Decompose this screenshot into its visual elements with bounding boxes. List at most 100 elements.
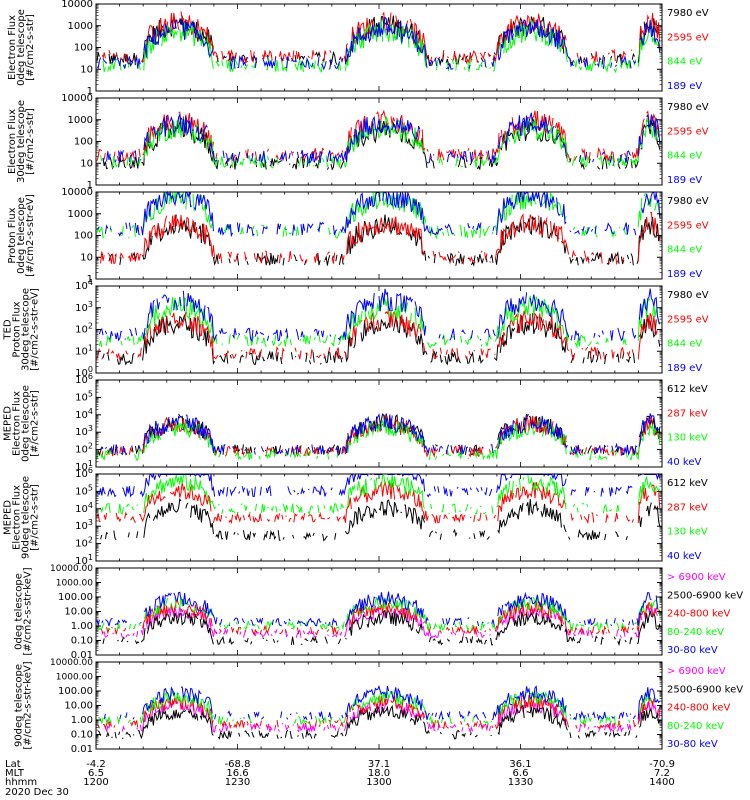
y-tick-label: 0.01 (71, 744, 93, 755)
legend-entry: 130 keV (667, 527, 708, 538)
series-line-2-4 (102, 112, 661, 164)
legend-entry: 2595 eV (667, 220, 709, 231)
y-tick-label: 10000 (61, 0, 93, 10)
x-tick-label-hhmm: 1230 (225, 777, 250, 788)
legend-entry: 612 keV (667, 384, 708, 395)
legend-entry: 40 keV (667, 551, 701, 562)
legend-entry: 2500-6900 keV (667, 684, 743, 695)
legend-entry: 189 eV (667, 363, 702, 374)
y-axis-title-line: 0deg telescope (14, 573, 25, 650)
y-tick-label: 1000.00 (56, 673, 93, 683)
y-tick-label: 1000.00 (56, 579, 93, 589)
legend-entry: 2595 eV (667, 126, 709, 137)
legend-entry: 612 keV (667, 478, 708, 489)
y-tick-label: 10000 (61, 187, 93, 198)
y-tick-label: 106 (75, 372, 93, 386)
y-axis-title-line: 30deg telescope (21, 288, 32, 371)
legend-entry: 189 eV (667, 175, 702, 186)
y-tick-label: 106 (75, 466, 93, 480)
series-line-1-4 (96, 16, 661, 71)
y-tick-label: 104 (75, 501, 93, 515)
y-tick-label: 10.00 (64, 701, 93, 712)
legend-entry: 40 keV (667, 457, 701, 468)
x-tick-label-lat: -68.8 (225, 759, 251, 770)
y-axis-title-line: Electron Flux (12, 485, 23, 550)
legend-entry: 844 eV (667, 57, 702, 68)
y-axis-title-line: [#/cm2-s-str-eV] (30, 288, 41, 371)
y-axis-title-line: Electron Flux (7, 15, 18, 80)
y-axis-title-line: MEPED (3, 500, 14, 535)
series-line-7-2 (102, 609, 661, 647)
y-axis-title-line: [#/cm2-s-str] (25, 108, 36, 175)
legend-entry: 80-240 keV (667, 627, 724, 638)
y-tick-label: 1000 (68, 21, 93, 32)
y-axis-title-line: Proton Flux (12, 301, 23, 357)
legend-entry: 287 keV (667, 502, 708, 513)
y-axis-title-line: [#/cm2-s-str-keV] (23, 567, 34, 655)
series-line-6-3 (100, 473, 661, 516)
legend-entry: 240-800 keV (667, 609, 731, 620)
y-tick-label: 105 (75, 483, 93, 497)
y-axis-title-line: 0deg telescope (16, 197, 27, 274)
legend-entry: 2595 eV (667, 32, 709, 43)
y-tick-label: 10 (80, 252, 93, 263)
panel-frame (95, 191, 663, 280)
y-tick-label: 1.00 (71, 621, 93, 632)
legend-entry: 844 eV (667, 151, 702, 162)
y-tick-label: 10.00 (64, 607, 93, 618)
y-axis-title-line: 30deg telescope (16, 100, 27, 183)
y-tick-label: 103 (75, 424, 93, 438)
legend-entry: 240-800 keV (667, 703, 731, 714)
y-tick-label: 103 (75, 518, 93, 532)
y-tick-label: 1.00 (71, 715, 93, 726)
y-axis-title-line: MEPED (3, 406, 14, 441)
y-tick-label: 105 (75, 389, 93, 403)
y-tick-label: 101 (75, 343, 93, 357)
panel-frame (95, 97, 663, 186)
y-tick-label: 100 (74, 43, 93, 54)
x-tick-label-hhmm: 1330 (508, 777, 533, 788)
x-tick-label-hhmm: 1400 (649, 777, 674, 788)
panel-8: 0.01 0.10 1.00 10.00 100.00 1000.00 10000.00 90… (14, 658, 744, 755)
y-tick-label: 100 (74, 231, 93, 242)
legend-entry: 7980 eV (667, 102, 709, 113)
legend-entry: 30-80 keV (667, 739, 718, 750)
series-line-8-5 (103, 684, 661, 721)
x-tick-label-hhmm: 1200 (83, 777, 108, 788)
x-tick-label-mlt: 18.0 (368, 768, 390, 779)
legend-entry: 2500-6900 keV (667, 590, 743, 601)
legend-entry: 844 eV (667, 339, 702, 350)
y-tick-label: 1000 (68, 209, 93, 220)
series-line-4-1 (102, 313, 661, 366)
y-axis-title-line: [#/cm2-s-str] (30, 484, 41, 551)
y-axis-title-line: 0deg telescope (16, 9, 27, 86)
x-tick-label-mlt: 6.6 (513, 768, 529, 779)
panel-7: 0.01 0.10 1.00 10.00 100.00 1000.00 10000.00 0d… (14, 564, 744, 661)
legend-entry: 130 keV (667, 433, 708, 444)
y-tick-label: 104 (75, 278, 93, 292)
y-tick-label: 102 (75, 442, 93, 456)
y-tick-label: 103 (75, 300, 93, 314)
y-tick-label: 1 (87, 274, 93, 285)
x-tick-label-hhmm: 1300 (366, 777, 391, 788)
series-line-3-4 (96, 190, 661, 237)
y-axis-title-line: [#/cm2-s-str-eV] (25, 194, 36, 277)
y-tick-label: 100 (74, 137, 93, 148)
x-tick-label-lat: 37.1 (368, 759, 390, 770)
series-line-4-4 (98, 288, 661, 343)
y-axis-title-line: 0deg telescope (21, 385, 32, 462)
series-line-8-2 (97, 704, 661, 740)
y-tick-label: 104 (75, 407, 93, 421)
x-tick-label-lat: 36.1 (509, 759, 531, 770)
y-tick-label: 10000 (61, 93, 93, 104)
x-tick-label-mlt: 6.5 (88, 768, 104, 779)
panel-frame (95, 3, 663, 92)
series-line-2-3 (100, 116, 660, 169)
x-tick-label-mlt: 16.6 (226, 768, 248, 779)
y-tick-label: 101 (75, 553, 93, 567)
x-tick-label-mlt: 7.2 (654, 768, 670, 779)
